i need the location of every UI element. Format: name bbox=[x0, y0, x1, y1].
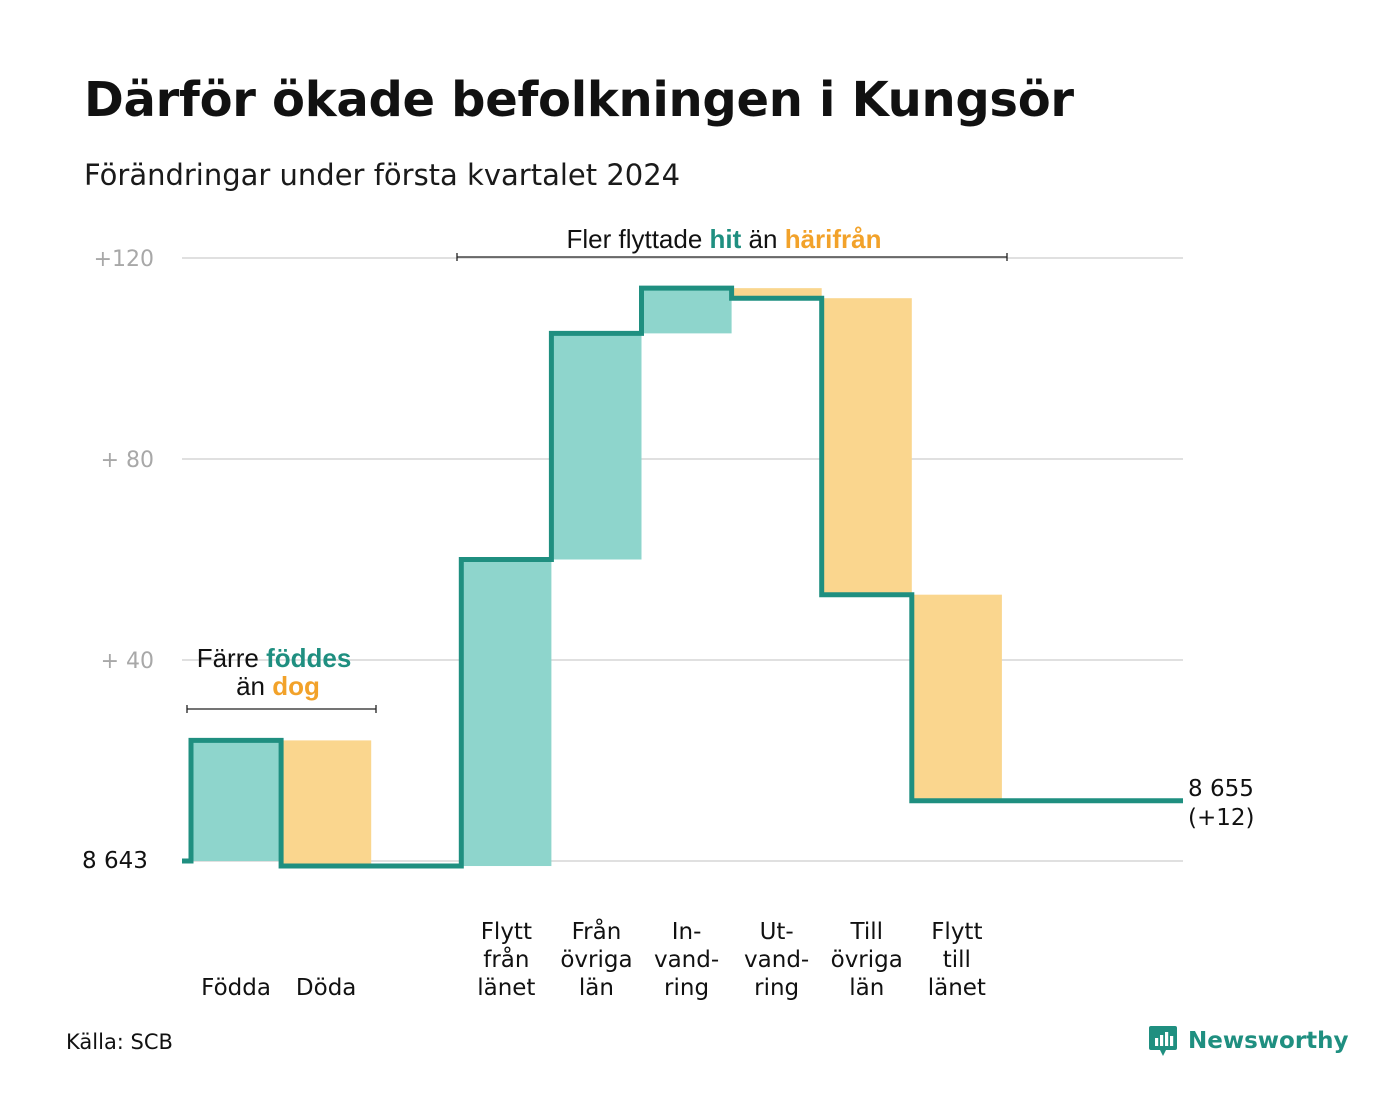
category-label: Till övriga län bbox=[831, 919, 903, 1001]
y-tick-label: + 80 bbox=[101, 448, 154, 473]
decrease-bar bbox=[821, 298, 912, 595]
category-label: Från övriga län bbox=[560, 917, 632, 1001]
bars bbox=[191, 288, 1002, 867]
brand-name: Newsworthy bbox=[1188, 1028, 1349, 1054]
migration-annotation-prefix: Fler flyttade bbox=[566, 224, 702, 254]
cumulative-step-line bbox=[182, 285, 1183, 869]
category-label: Flytt till länet bbox=[928, 919, 986, 1001]
end-value-label: 8 655 bbox=[1188, 776, 1254, 802]
y-tick-label: + 40 bbox=[101, 649, 154, 674]
category-label: In-vand-ring bbox=[654, 919, 719, 1001]
bar-chart-speech-bubble-icon bbox=[1149, 1026, 1177, 1056]
category-labels: Födda Döda Flytt från länet Från övriga län In-v… bbox=[201, 917, 986, 1001]
category-label: Ut-vand-ring bbox=[744, 919, 809, 1001]
source-note: Källa: SCB bbox=[66, 1030, 173, 1054]
births-annotation-highlight: föddes bbox=[266, 643, 351, 673]
births-annotation-prefix-2: än bbox=[236, 671, 265, 701]
migration-annotation-middle: än bbox=[749, 224, 778, 254]
category-label: Döda bbox=[296, 975, 356, 1001]
increase-bar bbox=[641, 288, 732, 334]
migration-annotation: Fler flyttade hit än härifrån bbox=[456, 224, 1008, 261]
category-label: Flytt från länet bbox=[477, 919, 535, 1001]
brand-logo: Newsworthy bbox=[1148, 1024, 1349, 1058]
increase-bar bbox=[461, 559, 552, 867]
decrease-bar bbox=[911, 594, 1002, 801]
migration-annotation-bracket bbox=[456, 253, 1008, 261]
svg-text:Fler flyttade hit: Fler flyttade hit än härifrån bbox=[566, 224, 881, 254]
decrease-bar bbox=[281, 740, 372, 867]
births-annotation-prefix: Färre bbox=[197, 643, 259, 673]
migration-annotation-highlight-hit: hit bbox=[710, 224, 742, 254]
category-label: Födda bbox=[201, 975, 271, 1001]
increase-bar bbox=[191, 740, 282, 861]
y-tick-label: +120 bbox=[94, 247, 154, 272]
increase-bar bbox=[551, 333, 642, 560]
births-annotation-bracket bbox=[186, 705, 377, 713]
start-value-label: 8 643 bbox=[82, 848, 148, 874]
chart-title: Därför ökade befolkningen i Kungsör bbox=[84, 72, 1074, 128]
end-change-label: (+12) bbox=[1188, 805, 1254, 831]
births-annotation-highlight-2: dog bbox=[272, 671, 320, 701]
births-annotation: Färre föddes än dog bbox=[186, 643, 377, 713]
chart-subtitle: Förändringar under första kvartalet 2024 bbox=[84, 158, 681, 192]
svg-text:Färre föddes: Färre föddes bbox=[197, 643, 352, 673]
migration-annotation-highlight-harifran: härifrån bbox=[785, 224, 882, 254]
svg-text:än dog: än dog bbox=[236, 671, 320, 701]
cumulative-line-layer bbox=[182, 285, 1183, 869]
decrease-bar bbox=[731, 288, 822, 299]
